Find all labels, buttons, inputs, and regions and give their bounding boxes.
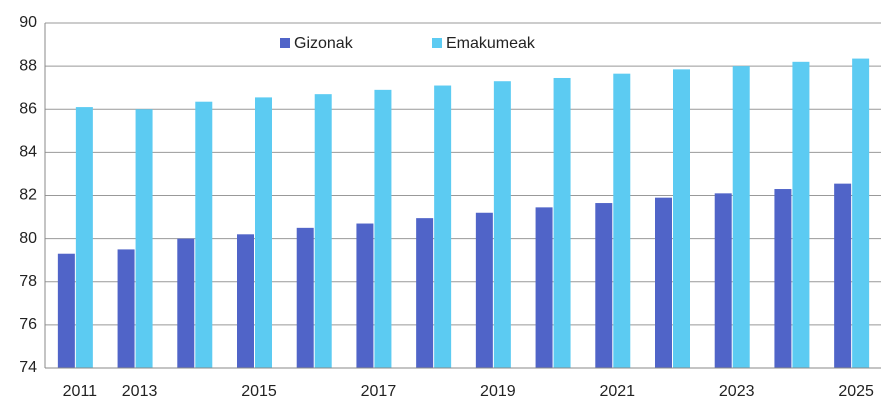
legend-label: Gizonak [294, 35, 354, 52]
x-tick-label: 2021 [599, 383, 635, 400]
y-tick-label: 90 [19, 14, 37, 31]
bar [493, 81, 511, 368]
y-tick-label: 88 [19, 57, 37, 74]
bar [195, 101, 213, 368]
bar [613, 73, 631, 368]
x-tick-label: 2017 [361, 383, 397, 400]
bar [296, 227, 314, 368]
y-tick-label: 74 [19, 359, 37, 376]
bar [774, 189, 792, 368]
bar [314, 94, 332, 368]
y-tick-label: 82 [19, 187, 37, 204]
bar [732, 66, 750, 368]
bar [75, 107, 93, 368]
bar [117, 249, 135, 368]
bar [535, 207, 553, 368]
bar [673, 69, 690, 368]
bar [714, 193, 732, 368]
bar [655, 197, 672, 368]
y-tick-label: 84 [19, 144, 37, 161]
bar [434, 85, 452, 368]
bar [255, 97, 272, 368]
x-tick-label: 2011 [63, 383, 98, 400]
bar [374, 89, 392, 368]
bar [595, 203, 613, 368]
y-tick-label: 80 [19, 230, 37, 247]
bar [792, 61, 810, 368]
x-tick-label: 2023 [719, 383, 755, 400]
bar [834, 183, 852, 368]
y-tick-label: 78 [19, 273, 37, 290]
bar [852, 58, 870, 368]
legend-swatch [280, 38, 290, 48]
legend-swatch [432, 38, 442, 48]
y-tick-label: 76 [19, 316, 37, 333]
x-tick-label: 2025 [838, 383, 874, 400]
bar [237, 234, 254, 368]
bar [135, 109, 153, 368]
legend-label: Emakumeak [446, 35, 536, 52]
bar [57, 253, 75, 368]
bar [553, 77, 571, 368]
bar [416, 218, 434, 368]
y-tick-label: 86 [19, 100, 37, 117]
x-tick-label: 2013 [122, 383, 158, 400]
x-tick-label: 2015 [241, 383, 277, 400]
x-tick-label: 2019 [480, 383, 516, 400]
bar [356, 223, 374, 368]
bar [177, 238, 195, 368]
bar [475, 212, 493, 368]
